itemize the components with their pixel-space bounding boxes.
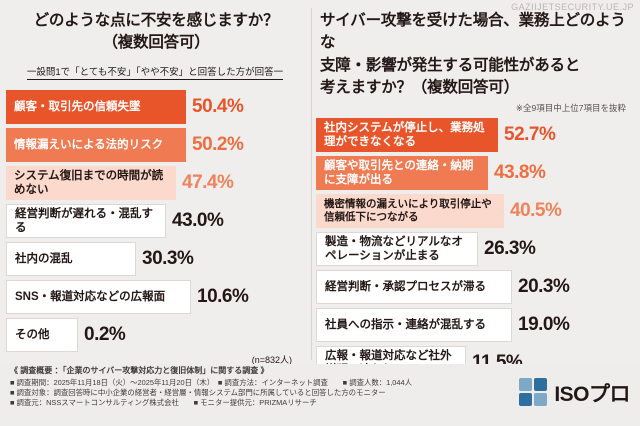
bar-label: SNS・報道対応などの広報面 (6, 280, 191, 315)
bar-value: 43.8% (494, 161, 546, 183)
bar-value: 19.0% (518, 313, 570, 335)
bar-label: その他 (6, 318, 78, 353)
right-chart-panel: サイバー攻撃を受けた場合、業務上どのような 支障・影響が発生する可能性があると … (312, 0, 640, 398)
right-bar-rows: 社内システムが停止し、業務処理ができなくなる 52.7% 顧客や取引先との連絡・… (312, 117, 640, 398)
footer-line-2: ■ 調査対象：調査回答時に中小企業の経営者・経営層・情報システム部門に所属してい… (10, 388, 386, 397)
bar-label-text: 顧客や取引先との連絡・納期に支障が出る (324, 159, 474, 186)
bar-value: 47.4% (182, 172, 234, 194)
bar-label: 経営判断・承認プロセスが滞る (316, 269, 512, 304)
table-row: その他 0.2% (6, 318, 302, 353)
bar-value: 50.2% (192, 134, 244, 156)
table-row: 顧客や取引先との連絡・納期に支障が出る 43.8% (316, 155, 634, 190)
iso-logo-icon (519, 378, 549, 408)
bar-label: 経営判断が遅れる・混乱する (6, 204, 166, 239)
left-chart-panel: どのような点に不安を感じますか？ （複数回答可） 一設問1で「とても不安」「やや… (0, 0, 310, 370)
table-row: 経営判断・承認プロセスが滞る 20.3% (316, 269, 634, 304)
right-chart-title: サイバー攻撃を受けた場合、業務上どのような 支障・影響が発生する可能性があると … (320, 12, 626, 97)
left-title-wrap: どのような点に不安を感じますか？ （複数回答可） (0, 0, 310, 55)
table-row: 機密情報の漏えいにより取引停止や信頼低下につながる 40.5% (316, 193, 634, 228)
left-condition-note: 一設問1で「とても不安」「やや不安」と回答した方が回答一 (26, 67, 284, 81)
footer-line-1: ■ 調査期間：2025年11月18日（火）～2025年11月20日（木） ■ 調… (10, 378, 413, 387)
logo: ISOプロ (519, 378, 630, 408)
bar-label: 社内システムが停止し、業務処理ができなくなる (316, 117, 498, 152)
table-row: 顧客・取引先の信頼失墜 50.4% (6, 90, 302, 125)
bar-value: 40.5% (510, 199, 562, 221)
bar-value: 10.6% (197, 286, 249, 308)
table-row: 社員への指示・連絡が混乱する 19.0% (316, 307, 634, 342)
table-row: システム復旧までの時間が読めない 47.4% (6, 166, 302, 201)
logo-text: ISOプロ (554, 383, 630, 406)
bar-label: 顧客や取引先との連絡・納期に支障が出る (316, 155, 488, 190)
left-bar-rows: 顧客・取引先の信頼失墜 50.4% 情報漏えいによる法的リスク 50.2% シス… (0, 90, 310, 370)
table-row: SNS・報道対応などの広報面 10.6% (6, 280, 302, 315)
bar-label: 顧客・取引先の信頼失墜 (6, 90, 186, 125)
bar-label: システム復旧までの時間が読めない (6, 166, 176, 201)
table-row: 社内システムが停止し、業務処理ができなくなる 52.7% (316, 117, 634, 152)
panel-divider (311, 8, 312, 360)
footer-line-3: ■ 調査元：NSSスマートコンサルティング株式会社 ■ モニター提供元：PRIZ… (10, 398, 317, 407)
table-row: 社内の混乱 30.3% (6, 242, 302, 277)
footer: 《 調査概要 ：「企業のサイバー攻撃対応力と復旧体制」に関する調査 》 ■ 調査… (0, 364, 640, 426)
left-condition-wrap: 一設問1で「とても不安」「やや不安」と回答した方が回答一 (0, 61, 310, 84)
bar-label: 社内の混乱 (6, 242, 136, 277)
left-n-wrap: (n=832人) (6, 355, 302, 370)
bar-value: 52.7% (504, 123, 556, 145)
bar-value: 0.2% (84, 324, 126, 346)
bar-label-text: 製造・物流などリアルなオペレーションが止まる (325, 235, 463, 262)
bar-label: 情報漏えいによる法的リスク (6, 128, 186, 163)
left-sample-size: (n=832人) (251, 355, 292, 366)
table-row: 情報漏えいによる法的リスク 50.2% (6, 128, 302, 163)
table-row: 経営判断が遅れる・混乱する 43.0% (6, 204, 302, 239)
bar-label-text: 社内システムが停止し、業務処理ができなくなる (324, 121, 485, 148)
bar-value: 43.0% (172, 210, 224, 232)
bar-label: 製造・物流などリアルなオペレーションが止まる (316, 231, 478, 266)
right-title-wrap: サイバー攻撃を受けた場合、業務上どのような 支障・影響が発生する可能性があると … (312, 0, 640, 114)
bar-label: 社員への指示・連絡が混乱する (316, 307, 512, 342)
bar-label-text: 機密情報の漏えいにより取引停止や信頼低下につながる (324, 198, 492, 223)
bar-value: 30.3% (142, 248, 194, 270)
watermark: GAZIIJETSECURITY.UE.JP (511, 2, 634, 12)
left-chart-title: どのような点に不安を感じますか？ （複数回答可） (33, 12, 279, 52)
right-chart-note: ※全9項目中上位7項目を抜粋 (515, 102, 626, 113)
bar-value: 26.3% (484, 237, 536, 259)
bar-value: 50.4% (192, 96, 244, 118)
table-row: 製造・物流などリアルなオペレーションが止まる 26.3% (316, 231, 634, 266)
bar-label-text: システム復旧までの時間が読めない (14, 170, 164, 197)
bar-value: 20.3% (518, 275, 570, 297)
bar-label: 機密情報の漏えいにより取引停止や信頼低下につながる (316, 193, 504, 228)
footer-summary: 《 調査概要 ：「企業のサイバー攻撃対応力と復旧体制」に関する調査 》 (10, 366, 269, 375)
